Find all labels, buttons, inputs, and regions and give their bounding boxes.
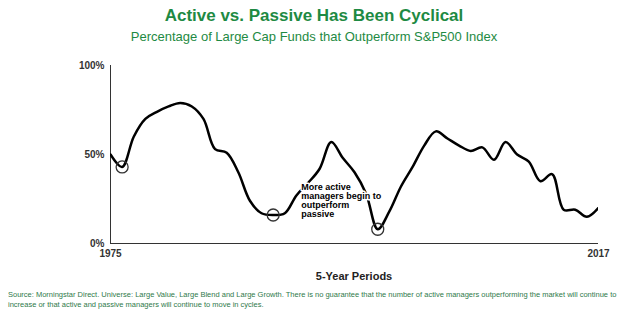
- html-text:5-Year Periods: 5-Year Periods: [315, 270, 393, 282]
- html-text:Source: Morningstar Direct. Un: Source: Morningstar Direct. Universe: La…: [8, 290, 617, 309]
- html-text:Percentage of Large Cap Funds: Percentage of Large Cap Funds that Outpe…: [130, 29, 498, 44]
- svg-text:2017: 2017: [587, 248, 610, 259]
- svg-text:50%: 50%: [84, 149, 104, 160]
- svg-text:100%: 100%: [79, 60, 105, 71]
- svg-text:1975: 1975: [99, 248, 122, 259]
- svg-text:More activemanagers begin toou: More activemanagers begin tooutperformpa…: [301, 182, 382, 219]
- svg-text:0%: 0%: [90, 237, 105, 249]
- html-text:Active vs. Passive Has Been Cy: Active vs. Passive Has Been Cyclical: [164, 6, 464, 25]
